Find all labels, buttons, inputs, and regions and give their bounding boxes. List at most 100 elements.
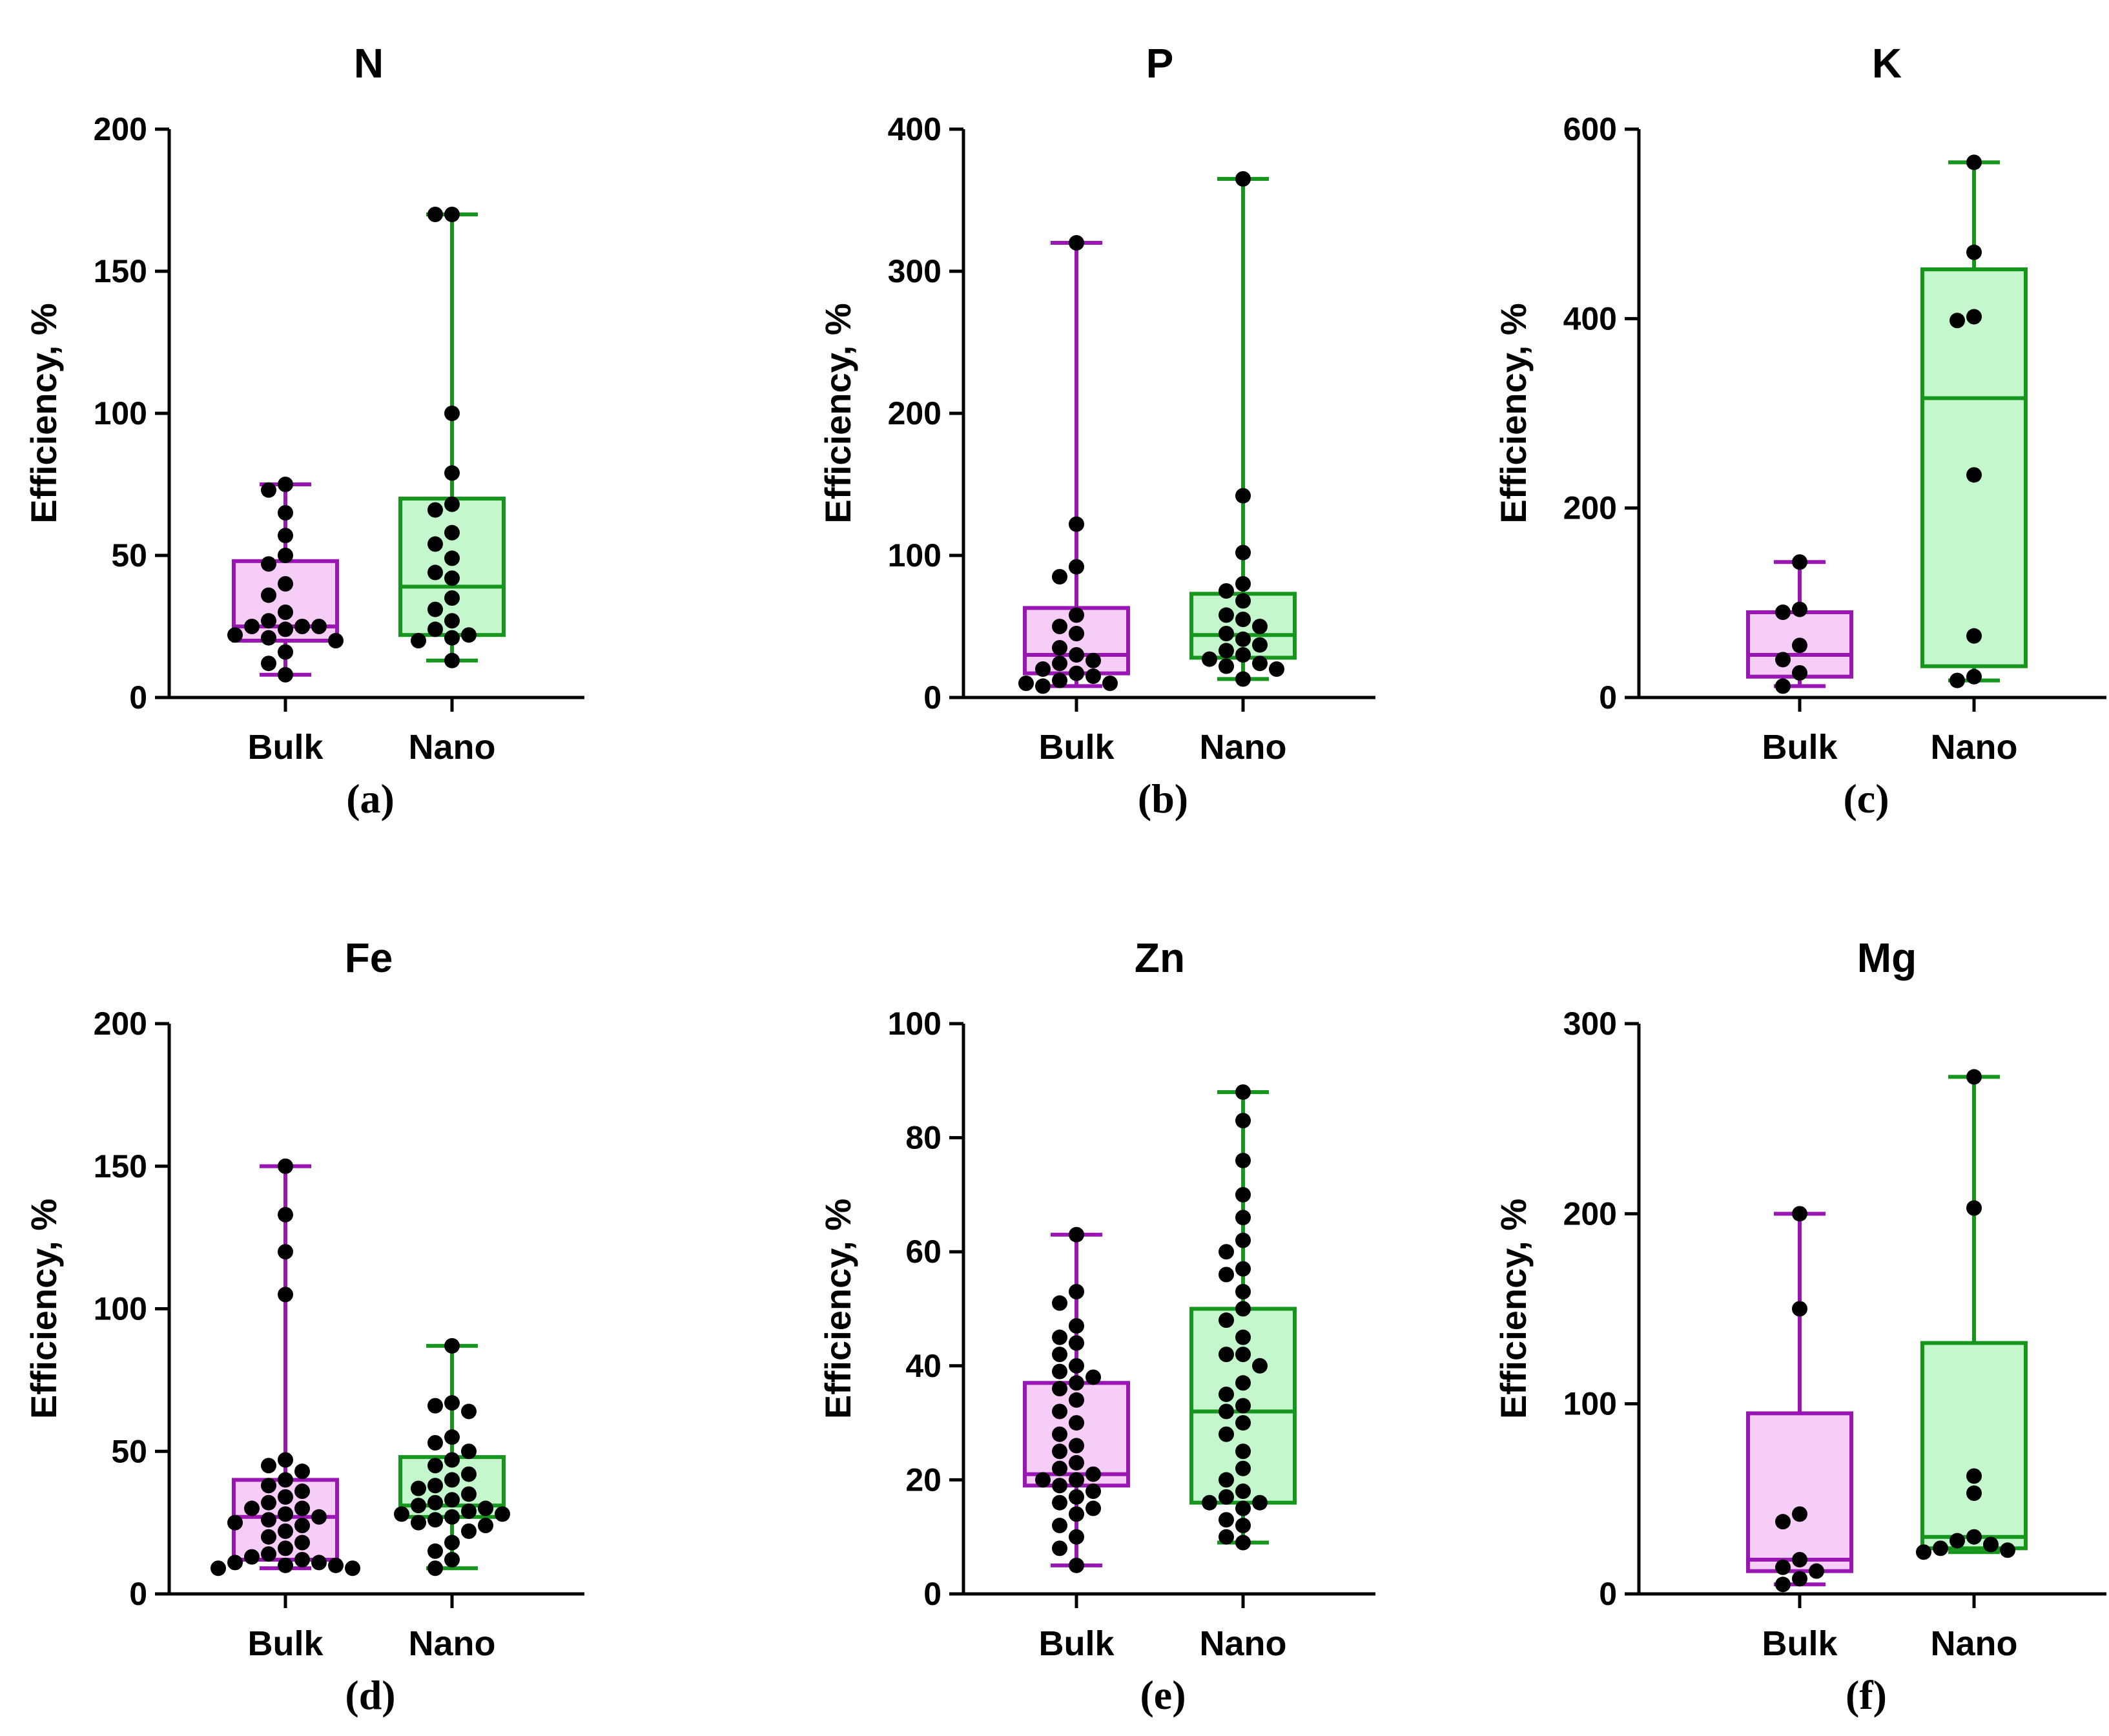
data-point [1235,1301,1251,1317]
data-point [1966,309,1982,325]
y-axis-label: Efficiency, % [1493,1199,1534,1419]
data-point [444,1552,460,1568]
data-point [1252,619,1268,634]
y-tick-label: 200 [94,111,147,147]
panel-title: P [1146,40,1174,87]
data-point [1085,1369,1101,1385]
box-nano: Nano [1916,1069,2028,1663]
data-point [1219,658,1234,674]
data-point [278,576,293,592]
data-point [1235,593,1251,609]
y-tick-label: 40 [905,1348,941,1384]
data-point [444,524,460,541]
box-bulk: Bulk [227,477,344,767]
data-point [294,1500,310,1516]
data-point [427,536,443,552]
y-tick-label: 100 [888,537,941,574]
data-point [411,1514,426,1531]
data-point [278,1540,293,1556]
x-category-label: Bulk [1038,1624,1115,1663]
data-point [261,587,276,603]
data-point [1792,1506,1807,1522]
data-point [1052,1443,1067,1460]
data-point [1069,1557,1084,1573]
x-category-label: Nano [1931,728,2018,767]
data-point [1219,1529,1234,1545]
data-point [1966,1485,1982,1502]
data-point [444,496,460,512]
data-point [278,1523,293,1539]
y-tick-label: 100 [1563,1386,1617,1422]
data-point [1235,1500,1251,1516]
data-point [1252,1494,1268,1511]
data-point [427,1494,443,1511]
data-point [345,1560,360,1576]
data-point [1052,640,1067,656]
x-category-label: Nano [1200,728,1287,767]
data-point [1035,678,1051,694]
data-point [1966,1069,1982,1085]
data-point [444,465,460,481]
data-point [1069,647,1084,663]
data-point [427,1398,443,1414]
data-point [1219,643,1234,659]
data-point [444,207,460,222]
box-bulk: Bulk [211,1158,360,1663]
data-point [227,1514,243,1531]
data-point [1069,1284,1084,1300]
data-point [1052,569,1067,584]
data-point [261,630,276,646]
data-point [1085,1483,1101,1500]
data-point [1085,668,1101,684]
y-axis-label: Efficiency, % [23,303,64,523]
data-point [294,1518,310,1534]
y-tick-label: 100 [888,1006,941,1042]
x-category-label: Bulk [1038,728,1115,767]
panel-letter: (e) [1140,1672,1186,1718]
data-point [1219,1386,1234,1402]
data-point [1219,1266,1234,1283]
box-nano: Nano [394,1338,510,1663]
data-point [261,1478,276,1494]
data-point [1035,1472,1051,1488]
data-point [1202,1494,1217,1511]
data-point [1966,1529,1982,1545]
data-point [1235,1186,1251,1203]
y-axis-label: Efficiency, % [818,1199,858,1419]
data-point [1052,1403,1067,1420]
y-axis-label: Efficiency, % [23,1199,64,1419]
data-point [1085,1500,1101,1516]
box-bulk: Bulk [1023,1226,1130,1663]
data-point [411,1480,426,1496]
data-point [427,564,443,581]
data-point [461,1466,477,1482]
data-point [1235,1483,1251,1500]
data-point [411,1498,426,1514]
data-point [427,502,443,518]
data-point [444,613,460,629]
box-nano: Nano [398,207,506,767]
data-point [444,550,460,566]
data-point [1219,1403,1234,1420]
data-point [1052,1295,1067,1311]
data-point [461,1403,477,1420]
data-point [311,619,327,634]
data-point [427,1512,443,1528]
y-tick-label: 0 [129,1576,147,1612]
iqr-box [1920,1341,2028,1551]
data-point [427,1458,443,1474]
data-point [1235,488,1251,504]
data-point [427,207,443,222]
data-point [1052,1518,1067,1534]
data-point [278,1489,293,1505]
data-point [1933,1540,1948,1556]
box-nano: Nano [1189,1084,1297,1663]
data-point [1792,601,1807,617]
y-tick-label: 60 [905,1234,941,1270]
data-point [261,482,276,498]
data-point [278,666,293,683]
data-point [1219,1426,1234,1442]
y-tick-label: 0 [129,679,147,716]
data-point [427,1543,443,1559]
panel-letter: (f) [1846,1672,1887,1718]
